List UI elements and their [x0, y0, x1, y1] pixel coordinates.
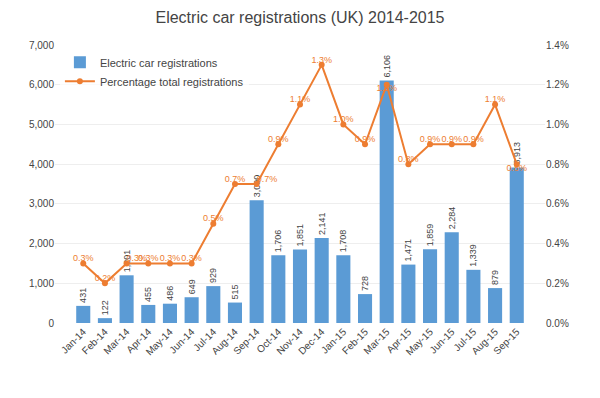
svg-text:Jun-15: Jun-15	[427, 326, 457, 356]
svg-text:Jan-15: Jan-15	[319, 326, 349, 356]
svg-text:0.2%: 0.2%	[95, 273, 116, 283]
svg-text:1,706: 1,706	[273, 230, 283, 253]
svg-text:Aug-15: Aug-15	[469, 326, 500, 357]
svg-text:4,000: 4,000	[29, 159, 54, 170]
svg-text:1,000: 1,000	[29, 278, 54, 289]
svg-text:0.2%: 0.2%	[546, 278, 569, 289]
svg-text:486: 486	[165, 286, 175, 301]
svg-text:1,471: 1,471	[403, 239, 413, 262]
svg-text:0.9%: 0.9%	[463, 134, 484, 144]
svg-text:Oct-14: Oct-14	[254, 326, 283, 355]
svg-text:Jul-14: Jul-14	[191, 326, 218, 353]
svg-text:0.9%: 0.9%	[355, 134, 376, 144]
svg-text:1.0%: 1.0%	[333, 114, 354, 124]
svg-text:Apr-15: Apr-15	[384, 326, 413, 355]
svg-text:879: 879	[490, 270, 500, 285]
svg-text:0.4%: 0.4%	[546, 238, 569, 249]
svg-text:0.3%: 0.3%	[160, 253, 181, 263]
svg-text:1,339: 1,339	[468, 244, 478, 267]
svg-text:0.9%: 0.9%	[268, 134, 289, 144]
svg-text:0.9%: 0.9%	[441, 134, 462, 144]
svg-text:0.5%: 0.5%	[203, 213, 224, 223]
svg-text:6,106: 6,106	[382, 55, 392, 78]
svg-text:7,000: 7,000	[29, 40, 54, 51]
svg-text:0.9%: 0.9%	[420, 134, 441, 144]
svg-text:1.4%: 1.4%	[546, 40, 569, 51]
svg-text:0.0%: 0.0%	[546, 318, 569, 329]
svg-text:May-14: May-14	[144, 326, 176, 358]
svg-text:Dec-14: Dec-14	[296, 326, 327, 357]
svg-text:728: 728	[360, 276, 370, 291]
svg-text:1.1%: 1.1%	[290, 94, 311, 104]
svg-text:1,201: 1,201	[122, 250, 132, 273]
svg-text:0.7%: 0.7%	[257, 174, 278, 184]
svg-text:1,708: 1,708	[338, 230, 348, 253]
svg-text:0.6%: 0.6%	[546, 198, 569, 209]
svg-text:Nov-14: Nov-14	[274, 326, 305, 357]
svg-text:0: 0	[48, 318, 54, 329]
svg-text:Sep-14: Sep-14	[231, 326, 262, 357]
svg-text:1,859: 1,859	[425, 224, 435, 247]
svg-text:Sep-15: Sep-15	[491, 326, 522, 357]
svg-text:5,000: 5,000	[29, 119, 54, 130]
svg-text:0.3%: 0.3%	[181, 253, 202, 263]
svg-text:1.3%: 1.3%	[311, 55, 332, 65]
svg-text:1,851: 1,851	[295, 224, 305, 247]
svg-text:6,000: 6,000	[29, 79, 54, 90]
svg-text:Aug-14: Aug-14	[209, 326, 240, 357]
svg-text:1.0%: 1.0%	[546, 119, 569, 130]
svg-text:May-15: May-15	[404, 326, 436, 358]
svg-text:Electric car registrations: Electric car registrations	[100, 57, 218, 69]
svg-text:0.3%: 0.3%	[73, 253, 94, 263]
svg-text:Electric car registrations (UK: Electric car registrations (UK) 2014-201…	[155, 9, 444, 26]
svg-text:0.3%: 0.3%	[138, 253, 159, 263]
svg-text:0.8%: 0.8%	[546, 159, 569, 170]
svg-text:1.1%: 1.1%	[485, 94, 506, 104]
svg-text:Apr-14: Apr-14	[124, 326, 153, 355]
svg-text:Mar-14: Mar-14	[101, 326, 131, 356]
svg-text:0.8%: 0.8%	[398, 154, 419, 164]
svg-text:515: 515	[230, 285, 240, 300]
svg-text:Mar-15: Mar-15	[361, 326, 391, 356]
svg-text:122: 122	[100, 300, 110, 315]
svg-text:929: 929	[208, 268, 218, 283]
svg-text:Jun-14: Jun-14	[167, 326, 197, 356]
svg-text:3,090: 3,090	[252, 175, 262, 198]
svg-text:649: 649	[187, 279, 197, 294]
svg-text:0.7%: 0.7%	[225, 174, 246, 184]
svg-text:2,284: 2,284	[447, 207, 457, 230]
svg-text:2,141: 2,141	[317, 212, 327, 235]
svg-text:1.2%: 1.2%	[376, 83, 397, 93]
svg-text:Jan-14: Jan-14	[59, 326, 89, 356]
svg-text:Feb-15: Feb-15	[340, 326, 370, 356]
svg-text:1.2%: 1.2%	[546, 79, 569, 90]
svg-text:455: 455	[143, 287, 153, 302]
svg-text:431: 431	[78, 288, 88, 303]
svg-text:Percentage total registrations: Percentage total registrations	[100, 76, 244, 88]
svg-text:Feb-14: Feb-14	[80, 326, 110, 356]
svg-text:Jul-15: Jul-15	[451, 326, 478, 353]
svg-text:0.3%: 0.3%	[127, 253, 148, 263]
svg-text:0.8%: 0.8%	[506, 163, 527, 173]
svg-text:3,913: 3,913	[512, 142, 522, 165]
svg-text:2,000: 2,000	[29, 238, 54, 249]
svg-text:3,000: 3,000	[29, 198, 54, 209]
